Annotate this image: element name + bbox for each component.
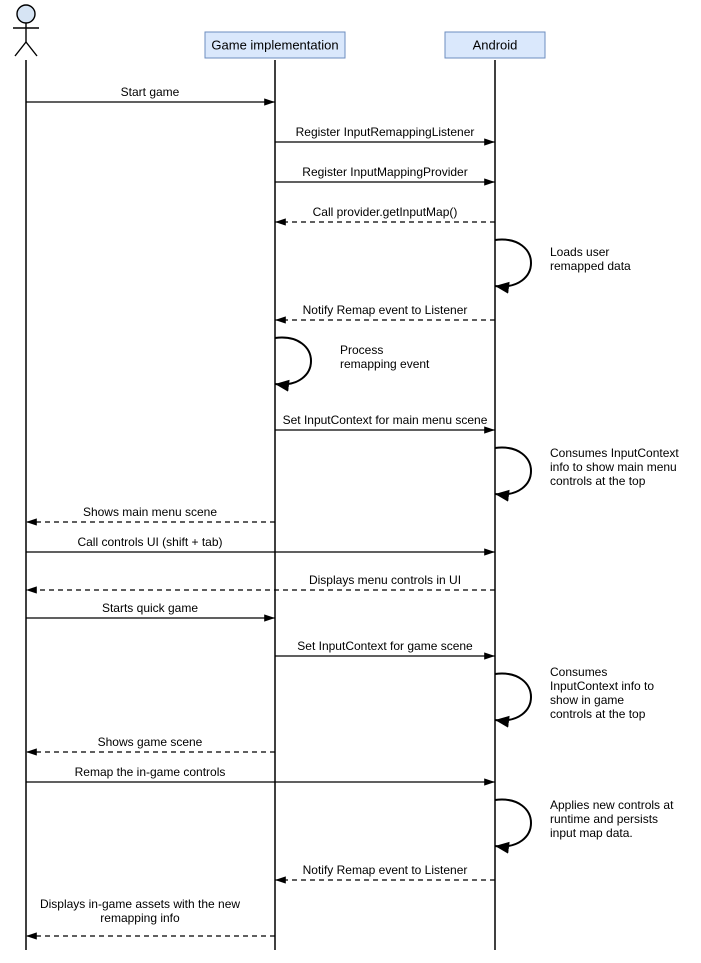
actor-icon <box>13 5 39 56</box>
self-loop-label-s2-l1: remapping event <box>340 357 430 371</box>
self-loop-s2 <box>275 338 311 385</box>
message-label-m12: Shows game scene <box>98 735 203 749</box>
self-loop-label-s5-l1: runtime and persists <box>550 812 658 826</box>
self-loop-label-s5-l2: input map data. <box>550 826 633 840</box>
self-loop-label-s3-l0: Consumes InputContext <box>550 446 679 460</box>
message-label-m10: Starts quick game <box>102 601 198 615</box>
self-loop-s3 <box>495 448 531 495</box>
message-label-m3: Register InputMappingProvider <box>302 165 467 179</box>
self-loop-label-s5-l0: Applies new controls at <box>550 798 674 812</box>
message-label-m5: Notify Remap event to Listener <box>303 303 468 317</box>
message-label-m14: Notify Remap event to Listener <box>303 863 468 877</box>
message-label-m11: Set InputContext for game scene <box>297 639 473 653</box>
participant-label-game: Game implementation <box>211 37 338 52</box>
self-loop-label-s4-l1: InputContext info to <box>550 679 654 693</box>
self-loop-s4 <box>495 674 531 721</box>
message-label-m15-l1: remapping info <box>100 911 180 925</box>
message-label-m9: Displays menu controls in UI <box>309 573 461 587</box>
message-label-m15-l0: Displays in-game assets with the new <box>40 897 240 911</box>
self-loop-s1 <box>495 240 531 287</box>
message-label-m8: Call controls UI (shift + tab) <box>77 535 222 549</box>
self-loop-label-s2-l0: Process <box>340 343 383 357</box>
message-label-m13: Remap the in-game controls <box>75 765 226 779</box>
message-label-m7: Shows main menu scene <box>83 505 217 519</box>
participant-label-android: Android <box>473 37 518 52</box>
self-loop-label-s1-l1: remapped data <box>550 259 631 273</box>
sequence-diagram: Game implementation Android Start game Re… <box>0 0 701 963</box>
self-loop-label-s4-l2: show in game <box>550 693 624 707</box>
message-label-m2: Register InputRemappingListener <box>296 125 475 139</box>
self-loop-label-s1-l0: Loads user <box>550 245 609 259</box>
self-loop-label-s3-l2: controls at the top <box>550 474 646 488</box>
message-label-m4: Call provider.getInputMap() <box>313 205 458 219</box>
self-loop-label-s3-l1: info to show main menu <box>550 460 677 474</box>
self-loop-label-s4-l3: controls at the top <box>550 707 646 721</box>
message-label-m1: Start game <box>121 85 180 99</box>
message-label-m6: Set InputContext for main menu scene <box>283 413 488 427</box>
self-loop-label-s4-l0: Consumes <box>550 665 607 679</box>
self-loop-s5 <box>495 800 531 847</box>
